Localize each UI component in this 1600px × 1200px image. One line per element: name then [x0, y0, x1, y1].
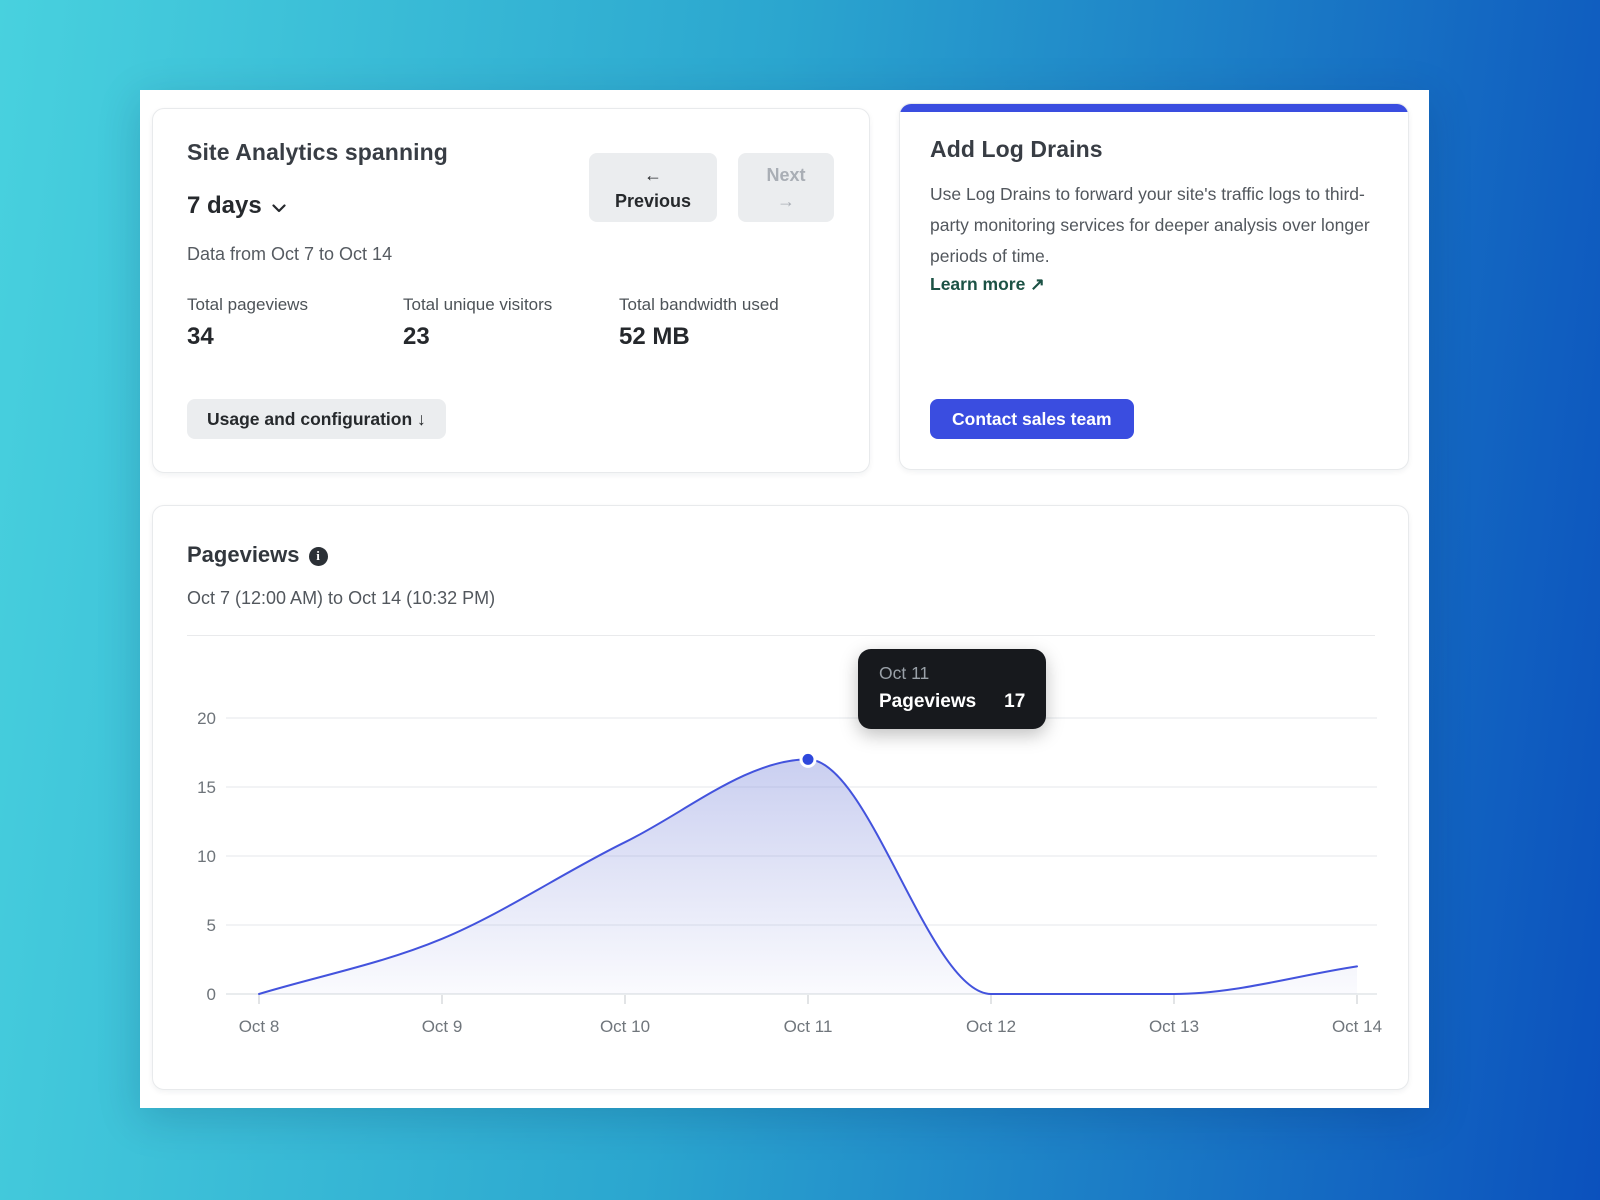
pageviews-card: Pageviews i Oct 7 (12:00 AM) to Oct 14 (… — [152, 505, 1409, 1090]
chevron-down-icon — [272, 203, 286, 212]
divider — [187, 635, 1375, 636]
chart-line — [258, 758, 1358, 996]
card-accent-bar — [900, 104, 1408, 112]
x-axis-label: Oct 8 — [239, 1017, 280, 1036]
y-axis-label: 15 — [197, 778, 216, 797]
x-axis-label: Oct 11 — [784, 1017, 833, 1036]
x-axis-label: Oct 13 — [1149, 1017, 1199, 1036]
pageviews-chart[interactable]: 0 5 10 15 20 Oct 8 Oct 9 Oct 10 Oct 11 Oct 12 Oct … — [153, 646, 1410, 1076]
x-axis-label: Oct 9 — [422, 1017, 463, 1036]
range-dropdown[interactable]: 7 days — [187, 192, 286, 220]
log-drains-card: Add Log Drains Use Log Drains to forward… — [899, 103, 1409, 470]
analytics-title: Site Analytics spanning — [187, 139, 448, 165]
tooltip-value: 17 — [1004, 691, 1026, 712]
pageviews-subtitle: Oct 7 (12:00 AM) to Oct 14 (10:32 PM) — [187, 588, 496, 608]
next-label: Next — [766, 164, 806, 185]
y-axis-label: 5 — [207, 916, 216, 935]
stat-total-pageviews: Total pageviews 34 — [187, 295, 403, 351]
stats-row: Total pageviews 34 Total unique visitors… — [187, 295, 835, 351]
usage-configuration-button[interactable]: Usage and configuration ↓ — [187, 399, 446, 439]
previous-label: Previous — [614, 190, 692, 211]
y-axis-label: 10 — [197, 847, 216, 866]
next-button[interactable]: Next → — [738, 153, 834, 222]
log-drains-description: Use Log Drains to forward your site's tr… — [930, 184, 1370, 266]
x-axis-label: Oct 14 — [1332, 1017, 1382, 1036]
y-axis-label: 20 — [197, 709, 216, 728]
previous-button[interactable]: ← Previous — [589, 153, 717, 222]
contact-sales-button[interactable]: Contact sales team — [930, 399, 1134, 439]
x-axis-label: Oct 10 — [600, 1017, 650, 1036]
tooltip-date: Oct 11 — [879, 663, 930, 683]
stat-value: 34 — [187, 323, 214, 350]
stat-unique-visitors: Total unique visitors 23 — [403, 295, 619, 351]
stat-label: Total bandwidth used — [619, 295, 779, 314]
chart-area — [259, 759, 1357, 994]
stat-label: Total unique visitors — [403, 295, 553, 314]
info-icon[interactable]: i — [308, 546, 328, 566]
left-arrow-icon: ← — [644, 164, 662, 185]
stat-value: 23 — [403, 323, 430, 350]
dashboard-panel: Site Analytics spanning 7 days ← Previou… — [140, 90, 1429, 1108]
log-drains-title: Add Log Drains — [930, 136, 1103, 162]
stat-label: Total pageviews — [187, 295, 308, 314]
learn-more-link[interactable]: Learn more ↗ — [930, 274, 1045, 294]
highlighted-data-point — [799, 750, 817, 768]
y-axis-label: 0 — [207, 985, 216, 1004]
site-analytics-card: Site Analytics spanning 7 days ← Previou… — [152, 108, 870, 473]
tooltip-series: Pageviews — [879, 691, 977, 712]
data-range-text: Data from Oct 7 to Oct 14 — [187, 244, 393, 264]
stat-value: 52 MB — [619, 323, 690, 350]
pageviews-title: Pageviews — [187, 542, 300, 567]
stat-bandwidth: Total bandwidth used 52 MB — [619, 295, 835, 351]
chart-tooltip: Oct 11 Pageviews 17 — [858, 649, 1047, 729]
range-dropdown-label: 7 days — [187, 192, 262, 219]
right-arrow-icon: → — [777, 190, 795, 211]
x-axis-label: Oct 12 — [966, 1017, 1016, 1036]
